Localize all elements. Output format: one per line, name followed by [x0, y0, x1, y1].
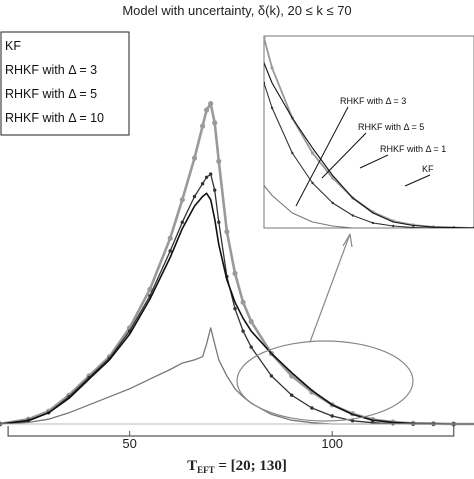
zoom-connector — [309, 233, 351, 343]
series-point-rhkf3 — [167, 235, 173, 241]
inset-pointer — [359, 154, 389, 169]
series-point-rhkf5 — [192, 194, 197, 199]
legend-entry-rhkf10: RHKF with Δ = 10 — [5, 111, 104, 125]
series-point-rhkf5 — [241, 329, 245, 333]
series-point-rhkf5 — [168, 249, 172, 253]
series-point-rhkf5 — [249, 345, 253, 349]
zoom-arrowhead — [342, 233, 353, 248]
series-point-rhkf3 — [191, 155, 198, 161]
series-point-rhkf5 — [350, 419, 355, 423]
series-point-rhkf5 — [269, 374, 274, 378]
axis-layer: 50 100 — [0, 423, 474, 451]
series-point-rhkf3 — [240, 299, 246, 305]
series-point-rhkf3 — [147, 286, 153, 292]
series-point-rhkf3 — [212, 120, 218, 126]
inset-label: KF — [422, 164, 434, 174]
series-point-rhkf3 — [204, 107, 210, 113]
series-point-rhkf5 — [233, 307, 237, 311]
series-point-rhkf3 — [200, 123, 206, 129]
series-point-rhkf3 — [248, 318, 254, 325]
series-kf — [0, 192, 474, 425]
inset-label: RHKF with Δ = 1 — [380, 144, 446, 154]
legend-box — [0, 31, 130, 136]
series-point-rhkf5 — [213, 188, 217, 192]
inset-point-rhkf3 — [264, 36, 266, 40]
series-point-rhkf3 — [224, 229, 230, 235]
legend: KF RHKF with Δ = 3 RHKF with Δ = 5 RHKF wit… — [0, 31, 130, 136]
series-line-kf — [0, 192, 474, 425]
inset: RHKF with Δ = 3 RHKF with Δ = 5 RHKF with … — [236, 35, 474, 422]
x-axis-label: TEFT = [20; 130] — [187, 458, 287, 474]
x-axis-label-main: T — [187, 458, 197, 474]
inset-point-rhkf5 — [291, 151, 294, 155]
chart-title: Model with uncertainty, δ(k), 20 ≤ k ≤ 7… — [122, 3, 351, 18]
inset-point-rhkf3 — [270, 66, 274, 70]
series-point-rhkf3 — [179, 197, 185, 203]
inset-point-rhkf5 — [371, 221, 375, 225]
inset-line-kf — [264, 61, 474, 228]
series-point-rhkf5 — [217, 220, 221, 224]
series-point-rhkf5 — [180, 220, 184, 224]
legend-entry-rhkf5: RHKF with Δ = 5 — [5, 87, 97, 101]
inset-point-rhkf5 — [264, 81, 266, 85]
inset-pointer — [404, 174, 431, 187]
inset-label: RHKF with Δ = 3 — [340, 96, 406, 106]
inset-point-rhkf5 — [392, 224, 395, 228]
inset-point-rhkf5 — [412, 226, 415, 228]
inset-frame — [263, 35, 474, 229]
zoom-ellipse — [236, 340, 414, 422]
inset-point-rhkf5 — [311, 181, 314, 185]
x-axis-label-rest: = [20; 130] — [215, 458, 287, 474]
series-point-rhkf5 — [290, 393, 294, 397]
legend-entry-kf: KF — [5, 39, 21, 53]
series-line-rhkf10 — [0, 327, 474, 425]
x-tick-label: 50 — [122, 436, 136, 451]
x-axis-label-sub: EFT — [197, 465, 215, 474]
x-axis-bracket — [7, 426, 455, 437]
series-point-rhkf3 — [208, 101, 214, 107]
legend-entry-rhkf3: RHKF with Δ = 3 — [5, 63, 97, 77]
series-point-rhkf5 — [204, 175, 209, 179]
inset-point-rhkf5 — [331, 201, 334, 205]
inset-point-rhkf3 — [310, 151, 315, 155]
series-point-rhkf3 — [216, 158, 222, 164]
series-point-rhkf3 — [232, 270, 238, 276]
series-point-rhkf5 — [310, 406, 314, 410]
inset-series — [264, 36, 474, 228]
series-point-rhkf5 — [200, 182, 205, 186]
inset-point-rhkf5 — [270, 106, 274, 110]
series-point-rhkf5 — [330, 414, 334, 418]
series-layer — [0, 101, 474, 427]
x-tick-label: 100 — [321, 436, 343, 451]
inset-label: RHKF with Δ = 5 — [358, 122, 424, 132]
inset-pointer — [295, 106, 349, 207]
inset-pointer — [321, 132, 367, 179]
series-rhkf5 — [0, 172, 474, 426]
inset-point-rhkf5 — [351, 214, 354, 217]
series-rhkf10 — [0, 327, 474, 425]
series-point-rhkf5 — [209, 172, 213, 176]
